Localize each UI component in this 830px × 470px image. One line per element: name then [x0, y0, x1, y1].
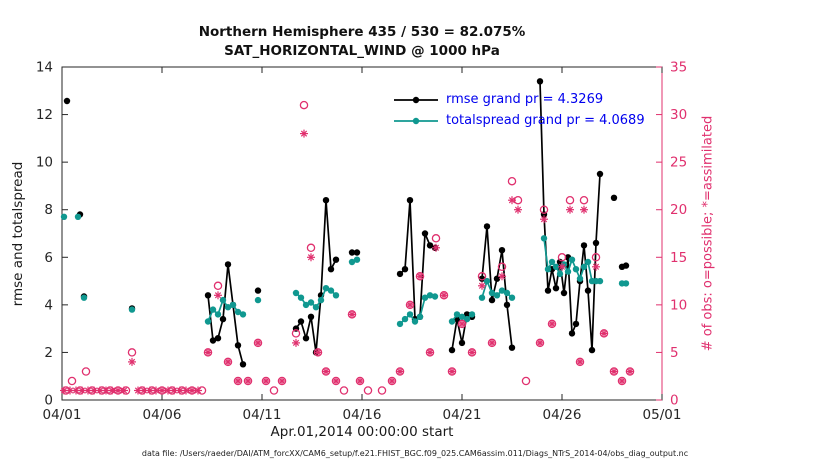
svg-text:04/16: 04/16: [343, 407, 382, 423]
legend-label-totalspread: totalspread grand pr = 4.0689: [446, 113, 645, 128]
svg-text:6: 6: [44, 250, 53, 266]
svg-text:04/26: 04/26: [543, 407, 582, 423]
svg-text:25: 25: [670, 155, 687, 171]
svg-text:2: 2: [44, 345, 53, 361]
svg-text:4: 4: [44, 297, 53, 313]
legend-label-rmse: rmse grand pr = 4.3269: [446, 92, 604, 107]
svg-text:0: 0: [670, 393, 679, 409]
svg-text:0: 0: [44, 393, 53, 409]
y-axis-label-right: # of obs: o=possible; *=assimilated: [700, 115, 716, 352]
chart-subtitle: SAT_HORIZONTAL_WIND @ 1000 hPa: [224, 43, 500, 59]
svg-text:04/11: 04/11: [243, 407, 282, 423]
svg-text:20: 20: [670, 202, 687, 218]
svg-text:05/01: 05/01: [643, 407, 682, 423]
svg-text:35: 35: [670, 60, 687, 76]
y-axis-label-left: rmse and totalspread: [10, 161, 26, 307]
legend-entry-rmse: rmse grand pr = 4.3269: [392, 89, 645, 110]
svg-text:04/06: 04/06: [143, 407, 182, 423]
svg-text:15: 15: [670, 250, 687, 266]
svg-text:04/21: 04/21: [443, 407, 482, 423]
svg-text:5: 5: [670, 345, 679, 361]
x-axis-label: Apr.01,2014 00:00:00 start: [270, 424, 454, 440]
svg-text:12: 12: [36, 107, 53, 123]
svg-text:10: 10: [36, 155, 53, 171]
svg-text:14: 14: [36, 60, 53, 76]
svg-text:10: 10: [670, 297, 687, 313]
svg-text:04/01: 04/01: [43, 407, 82, 423]
legend: rmse grand pr = 4.3269 totalspread grand…: [392, 89, 645, 131]
totalspread-line-swatch: [394, 117, 438, 124]
legend-entry-totalspread: totalspread grand pr = 4.0689: [392, 110, 645, 131]
chart-title: Northern Hemisphere 435 / 530 = 82.075%: [198, 24, 526, 40]
svg-text:30: 30: [670, 107, 687, 123]
rmse-line-swatch: [394, 96, 438, 103]
data-file-caption: data file: /Users/raeder/DAI/ATM_forcXX/…: [141, 449, 689, 458]
svg-text:8: 8: [44, 202, 53, 218]
